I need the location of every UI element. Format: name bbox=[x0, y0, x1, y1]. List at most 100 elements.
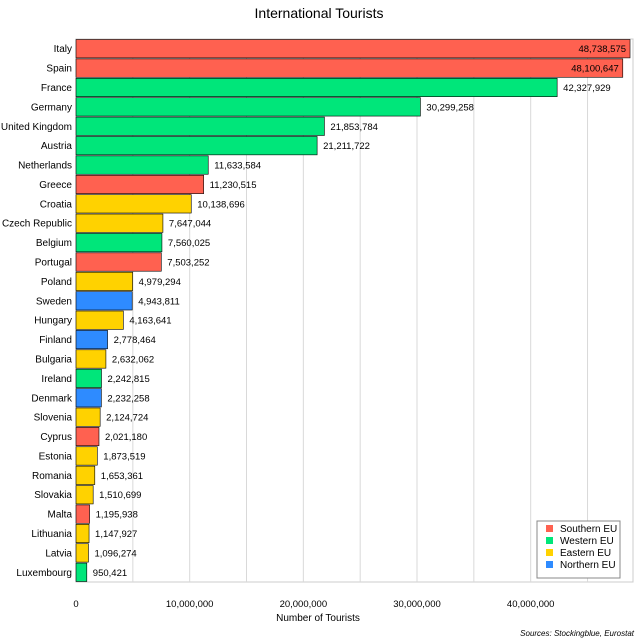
x-tick-label: 10,000,000 bbox=[166, 599, 214, 610]
value-label: 7,560,025 bbox=[168, 238, 210, 249]
category-label: Belgium bbox=[36, 238, 72, 249]
bar bbox=[75, 194, 192, 214]
bar bbox=[75, 213, 164, 233]
category-label: Czech Republic bbox=[2, 219, 72, 230]
bar bbox=[75, 465, 96, 485]
value-label: 11,633,584 bbox=[214, 161, 261, 172]
bar bbox=[75, 349, 107, 369]
value-label: 1,096,274 bbox=[94, 548, 136, 559]
value-label: 2,124,724 bbox=[106, 413, 148, 424]
x-tick-label: 40,000,000 bbox=[507, 599, 555, 610]
bars bbox=[75, 39, 631, 582]
bar bbox=[75, 407, 101, 427]
bar bbox=[75, 58, 624, 78]
category-label: Finland bbox=[39, 335, 72, 346]
bar bbox=[75, 330, 108, 350]
category-labels: Italy Spain France Germany United Kingdom Aus… bbox=[1, 44, 73, 579]
category-label: Hungary bbox=[34, 316, 72, 327]
bar bbox=[75, 77, 558, 97]
value-label: 1,147,927 bbox=[95, 529, 137, 540]
category-label: Latvia bbox=[45, 548, 72, 559]
category-label: Croatia bbox=[40, 199, 73, 210]
value-label: 10,138,696 bbox=[197, 199, 245, 210]
x-tick-label: 0 bbox=[73, 599, 78, 610]
bar bbox=[75, 310, 124, 330]
x-tick-label: 20,000,000 bbox=[280, 599, 328, 610]
legend-swatch bbox=[546, 537, 553, 544]
value-label: 21,853,784 bbox=[330, 122, 378, 133]
bar bbox=[75, 427, 100, 447]
category-label: Austria bbox=[41, 141, 73, 152]
legend-swatch bbox=[546, 549, 553, 556]
category-label: Portugal bbox=[35, 258, 72, 269]
value-label: 21,211,722 bbox=[323, 141, 370, 152]
category-label: Denmark bbox=[31, 393, 73, 404]
bar bbox=[75, 39, 631, 59]
value-label: 1,653,361 bbox=[101, 471, 143, 482]
legend-label: Eastern EU bbox=[560, 548, 611, 559]
bar bbox=[75, 368, 102, 388]
category-label: France bbox=[41, 83, 73, 94]
bar bbox=[75, 446, 98, 466]
legend-label: Southern EU bbox=[560, 524, 617, 535]
bar bbox=[75, 388, 102, 408]
value-label: 2,778,464 bbox=[114, 335, 156, 346]
value-label: 4,979,294 bbox=[139, 277, 181, 288]
category-label: Netherlands bbox=[18, 161, 72, 172]
category-label: Luxembourg bbox=[16, 568, 72, 579]
bar bbox=[75, 252, 162, 272]
value-label: 11,230,515 bbox=[210, 180, 257, 191]
bar bbox=[75, 543, 89, 563]
x-axis-title: Number of Tourists bbox=[276, 613, 360, 624]
category-label: Cyprus bbox=[40, 432, 72, 443]
value-label: 4,163,641 bbox=[129, 316, 171, 327]
category-label: Slovakia bbox=[34, 490, 72, 501]
bar bbox=[75, 562, 88, 582]
bar bbox=[75, 155, 209, 175]
bar bbox=[75, 136, 318, 156]
value-label: 30,299,258 bbox=[426, 102, 474, 113]
bar bbox=[75, 233, 163, 253]
category-label: Spain bbox=[46, 64, 72, 75]
bar bbox=[75, 116, 325, 136]
value-labels: 48,738,575 48,100,647 42,327,929 30,299,258… bbox=[93, 44, 626, 579]
category-label: United Kingdom bbox=[1, 122, 72, 133]
category-label: Poland bbox=[41, 277, 72, 288]
category-label: Romania bbox=[32, 471, 72, 482]
legend-label: Northern EU bbox=[560, 560, 616, 571]
value-label: 2,632,062 bbox=[112, 354, 154, 365]
bar bbox=[75, 524, 90, 544]
value-label: 2,021,180 bbox=[105, 432, 147, 443]
legend-swatch bbox=[546, 561, 553, 568]
value-label: 42,327,929 bbox=[563, 83, 611, 94]
category-label: Sweden bbox=[36, 296, 72, 307]
category-label: Slovenia bbox=[34, 413, 73, 424]
bar bbox=[75, 97, 421, 117]
category-label: Italy bbox=[54, 44, 72, 55]
value-label: 1,195,938 bbox=[96, 510, 138, 521]
value-label: 48,100,647 bbox=[571, 64, 619, 75]
bar bbox=[75, 174, 204, 194]
category-label: Bulgaria bbox=[35, 354, 72, 365]
category-label: Malta bbox=[48, 510, 73, 521]
value-label: 7,647,044 bbox=[169, 219, 211, 230]
bar bbox=[75, 271, 133, 291]
category-label: Greece bbox=[39, 180, 72, 191]
source-note: Sources: Stockingblue, Eurostat bbox=[520, 629, 635, 638]
category-label: Lithuania bbox=[31, 529, 72, 540]
x-tick-labels: 0 10,000,000 20,000,000 30,000,000 40,000,00… bbox=[73, 599, 554, 610]
value-label: 48,738,575 bbox=[578, 44, 626, 55]
value-label: 7,503,252 bbox=[167, 258, 209, 269]
category-label: Germany bbox=[31, 102, 72, 113]
value-label: 2,242,815 bbox=[107, 374, 149, 385]
value-label: 1,510,699 bbox=[99, 490, 141, 501]
x-tick-label: 30,000,000 bbox=[393, 599, 441, 610]
legend-swatch bbox=[546, 525, 553, 532]
bar bbox=[75, 485, 94, 505]
value-label: 1,873,519 bbox=[103, 451, 145, 462]
value-label: 2,232,258 bbox=[107, 393, 149, 404]
chart-title: International Tourists bbox=[255, 5, 384, 21]
category-label: Estonia bbox=[39, 451, 73, 462]
